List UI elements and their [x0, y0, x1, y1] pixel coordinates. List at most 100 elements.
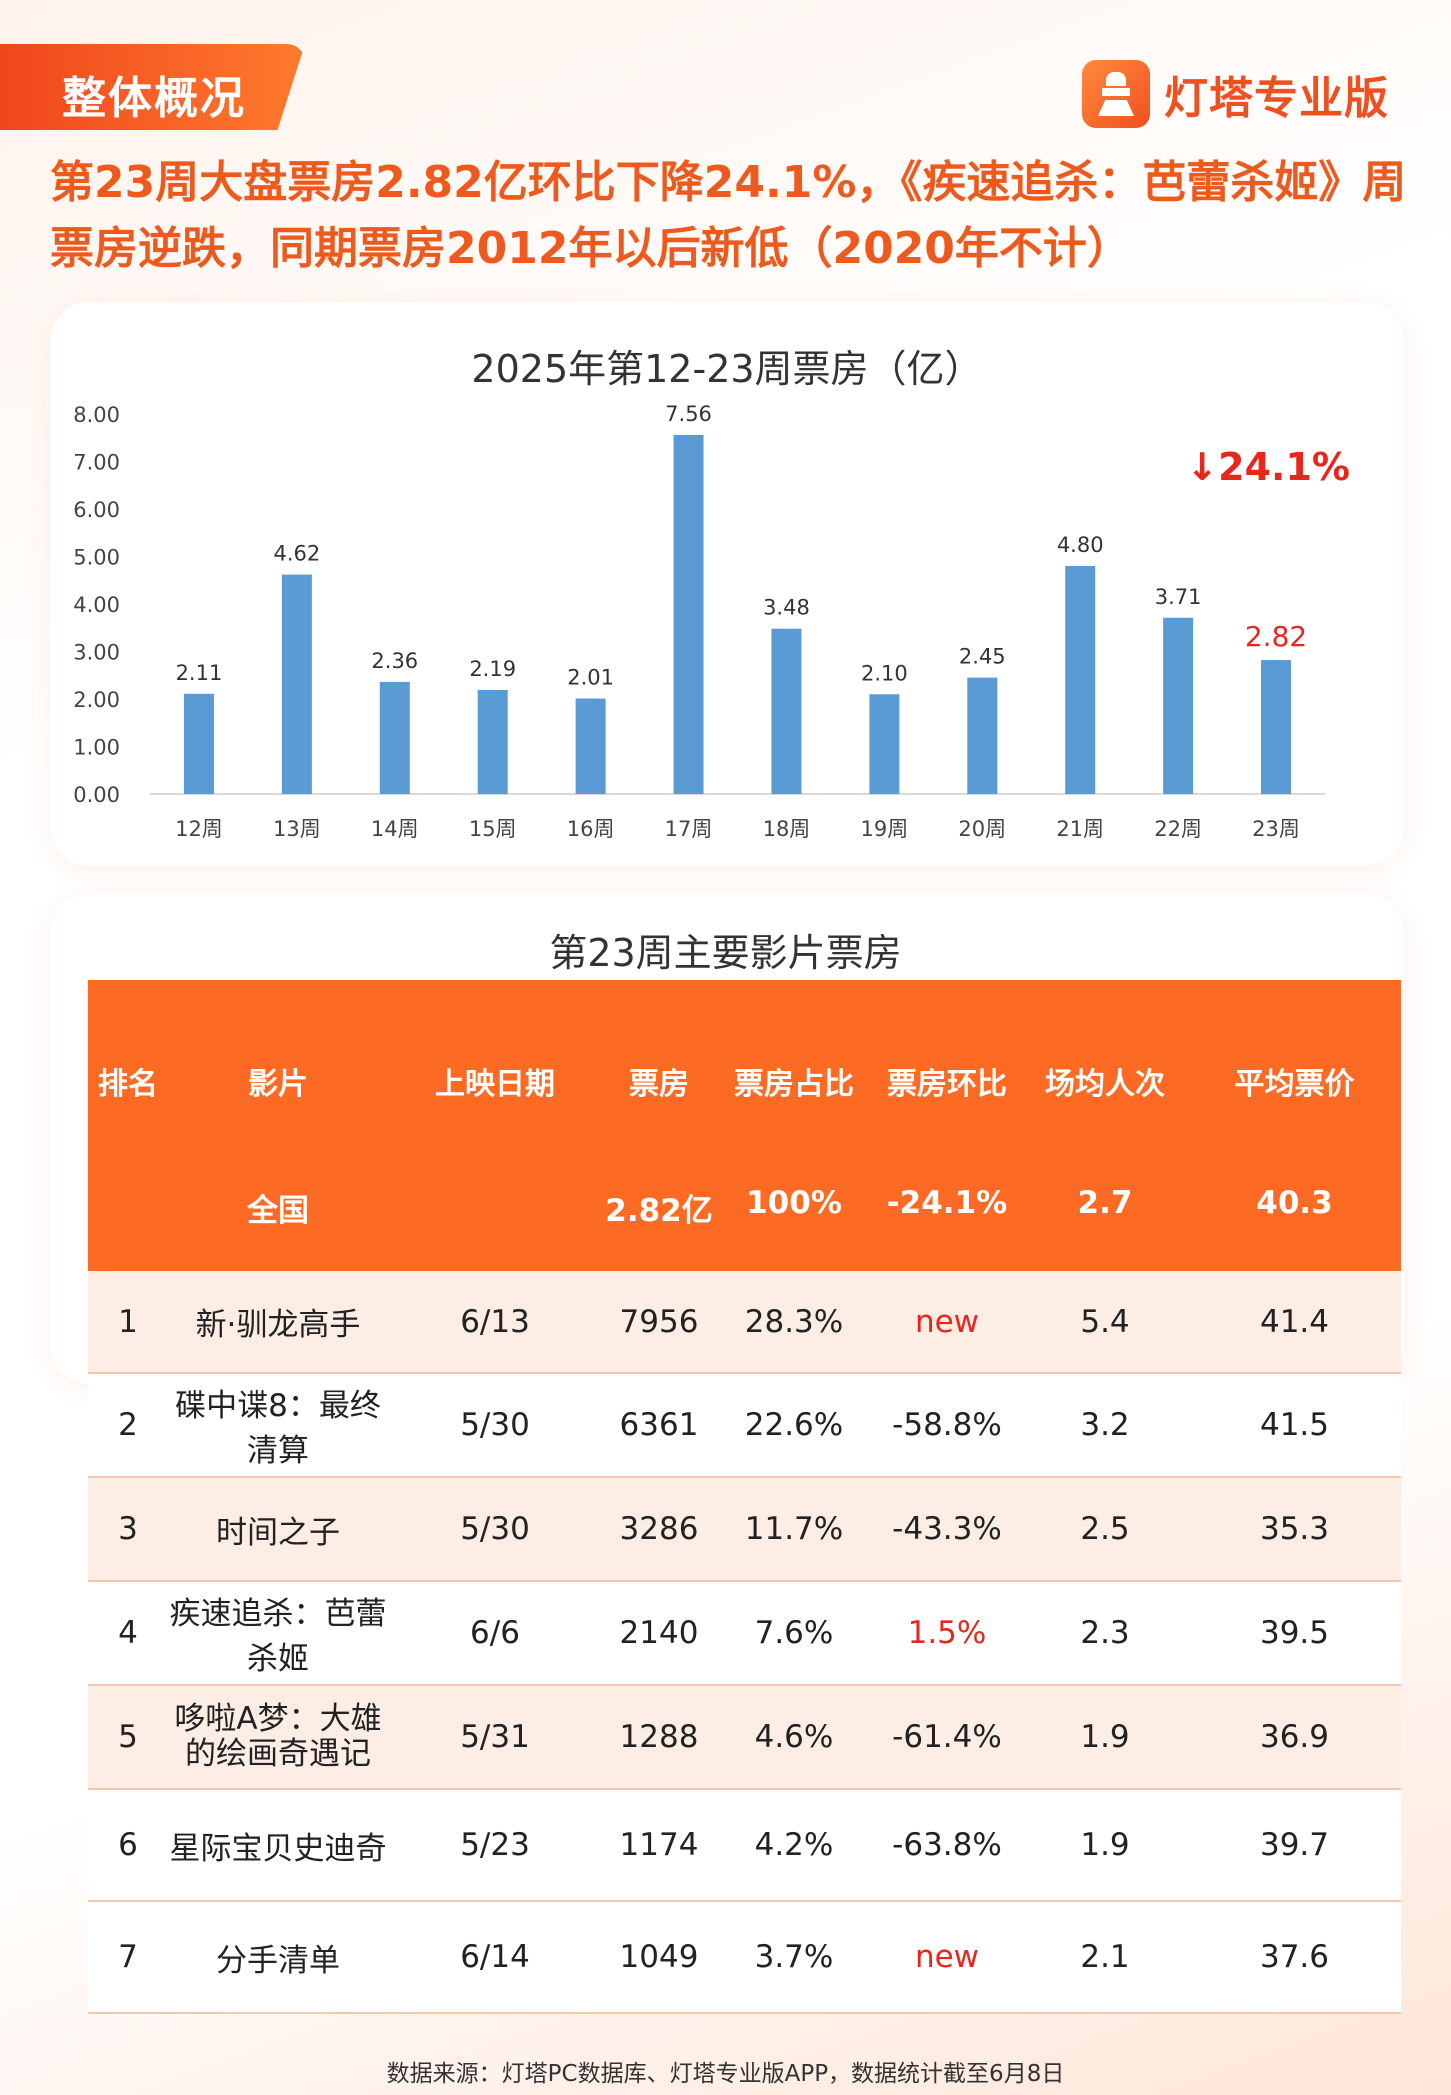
share-cell: 28.3% [744, 1303, 844, 1340]
y-tick-label: 0.00 [73, 783, 120, 807]
avg-price-cell: 41.5 [1259, 1407, 1330, 1443]
column-header: 上映日期 [435, 1067, 555, 1102]
box-cell: 1174 [619, 1827, 699, 1863]
bar-value-label: 2.01 [567, 666, 614, 690]
change-annotation: ↓24.1% [1186, 445, 1350, 489]
national-avg-price: 40.3 [1256, 1185, 1333, 1221]
national-row: 全国 2.82亿 100% -24.1% 2.7 40.3 [88, 1185, 1401, 1271]
avg-price-cell: 35.3 [1259, 1511, 1330, 1547]
film-cell: 时间之子 [216, 1514, 340, 1551]
table-row: 1 新·驯龙高手 6/13 7956 28.3% new 5.4 41.4 [88, 1271, 1401, 1373]
avg-price-cell: 39.5 [1259, 1615, 1330, 1651]
bar-value-label: 2.82 [1245, 620, 1307, 653]
table-title: 第23周主要影片票房 [549, 931, 902, 975]
bar [183, 693, 214, 794]
date-cell: 5/30 [460, 1407, 530, 1443]
avg-price-cell: 36.9 [1259, 1719, 1330, 1755]
bar [477, 689, 508, 794]
section-tag: 整体概况 [0, 44, 305, 130]
x-tick-label: 21周 [1056, 817, 1104, 841]
x-tick-label: 17周 [665, 817, 713, 841]
bar-value-label: 4.80 [1057, 533, 1104, 557]
share-cell: 4.2% [754, 1827, 834, 1863]
x-tick-label: 22周 [1154, 817, 1202, 841]
bar-value-label: 2.19 [469, 657, 516, 681]
x-tick-label: 12周 [175, 817, 223, 841]
avg-price-cell: 37.6 [1259, 1939, 1330, 1975]
table-row: 7 分手清单 6/14 1049 3.7% new 2.1 37.6 [88, 1901, 1401, 2013]
y-tick-label: 4.00 [73, 593, 120, 617]
avg-people-cell: 2.5 [1080, 1511, 1130, 1547]
x-tick-label: 18周 [763, 817, 811, 841]
share-cell: 11.7% [744, 1511, 844, 1547]
chart-card: 2025年第12-23周票房（亿） 0.00 1.00 2.00 3.00 4.00 5.… [50, 302, 1404, 866]
share-cell: 4.6% [754, 1719, 834, 1755]
box-cell: 6361 [619, 1407, 699, 1443]
table-card [50, 894, 1404, 1384]
bar [575, 698, 606, 794]
date-cell: 5/30 [460, 1511, 530, 1547]
headline: 第23周大盘票房2.82亿环比下降24.1%，《疾速追杀：芭蕾杀姬》周票房逆跌，… [50, 157, 1407, 274]
x-tick-label: 16周 [567, 817, 615, 841]
bar [379, 681, 410, 794]
share-cell: 3.7% [754, 1939, 834, 1975]
bar-value-label: 4.62 [273, 542, 320, 566]
date-cell: 6/13 [460, 1303, 530, 1340]
column-header: 影片 [248, 1067, 308, 1102]
bar [1261, 660, 1292, 794]
column-header: 平均票价 [1234, 1067, 1355, 1102]
bar-value-label: 2.45 [959, 645, 1006, 669]
rank-cell: 3 [118, 1511, 138, 1547]
national-change: -24.1% [886, 1185, 1008, 1221]
share-cell: 7.6% [754, 1615, 834, 1651]
film-cell: 新·驯龙高手 [195, 1307, 361, 1343]
bar [771, 628, 802, 794]
box-cell: 2140 [619, 1615, 699, 1651]
change-cell: -43.3% [892, 1511, 1002, 1547]
change-cell: 1.5% [907, 1615, 987, 1651]
bar [869, 694, 900, 794]
bar-value-label: 7.56 [665, 402, 712, 426]
avg-people-cell: 1.9 [1080, 1827, 1130, 1863]
bar [967, 677, 998, 794]
table-row: 6 星际宝贝史迪奇 5/23 1174 4.2% -63.8% 1.9 39.7 [88, 1789, 1401, 1901]
change-cell: new [914, 1939, 980, 1975]
bar-value-label: 3.71 [1155, 585, 1202, 609]
avg-people-cell: 3.2 [1080, 1407, 1130, 1443]
rank-cell: 5 [118, 1719, 138, 1755]
chart-title: 2025年第12-23周票房（亿） [471, 347, 983, 391]
bar-value-label: 2.36 [371, 649, 418, 673]
bar-value-label: 2.11 [176, 661, 223, 685]
avg-people-cell: 1.9 [1080, 1719, 1130, 1755]
rank-cell: 4 [118, 1615, 138, 1651]
national-box: 2.82亿 [605, 1193, 713, 1229]
brand: 灯塔专业版 [1082, 56, 1389, 132]
rank-cell: 6 [118, 1827, 138, 1863]
column-header: 场均人次 [1045, 1067, 1165, 1102]
national-share: 100% [746, 1185, 842, 1221]
x-tick-label: 20周 [958, 817, 1006, 841]
rank-cell: 7 [118, 1939, 138, 1975]
date-cell: 5/23 [460, 1827, 530, 1863]
table-row: 4 疾速追杀：芭蕾杀姬 6/6 2140 7.6% 1.5% 2.3 39.5 [88, 1581, 1401, 1685]
rank-cell: 2 [118, 1407, 138, 1443]
rank-cell: 1 [118, 1303, 138, 1340]
film-cell: 疾速追杀：芭蕾杀姬 [169, 1596, 387, 1677]
date-cell: 6/6 [470, 1615, 520, 1651]
avg-people-cell: 5.4 [1080, 1303, 1130, 1340]
bar [281, 574, 312, 794]
section-tag-label: 整体概况 [62, 73, 246, 124]
box-cell: 1288 [619, 1719, 699, 1755]
bar-chart: 0.00 1.00 2.00 3.00 4.00 5.00 6.00 7.00 8.00 2.11… [73, 402, 1350, 841]
column-header: 排名 [98, 1067, 158, 1102]
brand-name: 灯塔专业版 [1164, 73, 1389, 124]
avg-price-cell: 41.4 [1259, 1303, 1330, 1340]
table-row: 3 时间之子 5/30 3286 11.7% -43.3% 2.5 35.3 [88, 1477, 1401, 1581]
table-header-row: 排名 影片 上映日期 票房 票房占比 票房环比 场均人次 平均票价 [88, 980, 1401, 1185]
bar-value-label: 3.48 [763, 596, 810, 620]
date-cell: 6/14 [460, 1939, 530, 1975]
film-cell: 分手清单 [216, 1942, 340, 1979]
y-tick-label: 6.00 [73, 498, 120, 522]
y-tick-label: 5.00 [73, 546, 120, 570]
change-cell: new [914, 1303, 980, 1340]
